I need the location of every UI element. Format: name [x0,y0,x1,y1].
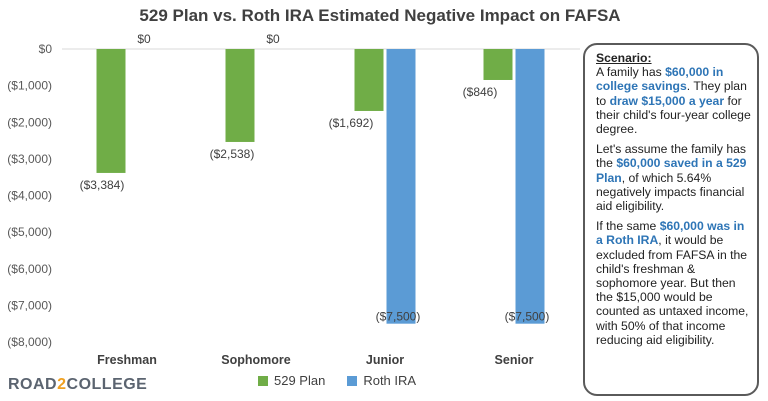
y-tick-label: ($4,000) [7,189,52,203]
y-axis-tick-labels: $0 ($1,000) ($2,000) ($3,000) ($4,000) ($5,00… [7,42,52,349]
bar-529-plan [96,49,126,173]
x-category-label: Senior [495,353,534,367]
bar-529-plan [483,49,513,80]
y-tick-label: ($2,000) [7,115,52,129]
data-labels: ($3,384) ($2,538) ($1,692) ($846) $0 $0 ($7,50… [80,32,550,324]
data-label: $0 [266,32,280,46]
y-tick-label: ($6,000) [7,262,52,276]
y-tick-label: $0 [39,42,53,56]
x-category-label: Freshman [97,353,157,367]
road2college-logo: ROAD2COLLEGE [8,376,148,393]
legend-swatch-529-plan [258,375,268,386]
x-category-label: Sophomore [221,353,290,367]
data-label: ($7,500) [505,310,550,324]
bar-chart: $0 ($1,000) ($2,000) ($3,000) ($4,000) ($5,00… [7,32,580,367]
x-category-label: Junior [366,353,404,367]
y-tick-label: ($3,000) [7,152,52,166]
data-label: ($846) [463,85,498,99]
legend-item-529-plan: 529 Plan [258,373,325,388]
bar-roth-ira [515,49,545,324]
bar-529-plan [354,49,384,111]
scenario-paragraph-2: Let's assume the family has the $60,000 … [596,142,747,214]
data-label: ($7,500) [376,310,421,324]
bar-529-plan [225,49,255,142]
y-tick-label: ($5,000) [7,225,52,239]
y-tick-label: ($8,000) [7,335,52,349]
bar-roth-ira [386,49,416,324]
data-label: $0 [137,32,151,46]
bar-marks [96,49,545,324]
scenario-paragraph-3: If the same $60,000 was in a Roth IRA, i… [596,219,749,347]
y-tick-label: ($1,000) [7,79,52,93]
legend-label-529-plan: 529 Plan [274,373,326,388]
scenario-paragraph-1: A family has $60,000 in college savings.… [596,65,751,137]
data-label: ($2,538) [210,147,255,161]
legend-swatch-roth-ira [347,375,358,386]
legend-label-roth-ira: Roth IRA [363,373,417,388]
data-label: ($3,384) [80,178,125,192]
data-label: ($1,692) [329,116,374,130]
y-tick-label: ($7,000) [7,298,52,312]
chart-title: 529 Plan vs. Roth IRA Estimated Negative… [139,6,621,25]
scenario-title: Scenario: [596,51,652,65]
scenario-callout: Scenario: A family has $60,000 in colleg… [583,43,759,396]
legend: 529 Plan Roth IRA [258,373,416,388]
x-axis-category-labels: Freshman Sophomore Junior Senior [97,353,533,367]
legend-item-roth-ira: Roth IRA [347,373,416,388]
